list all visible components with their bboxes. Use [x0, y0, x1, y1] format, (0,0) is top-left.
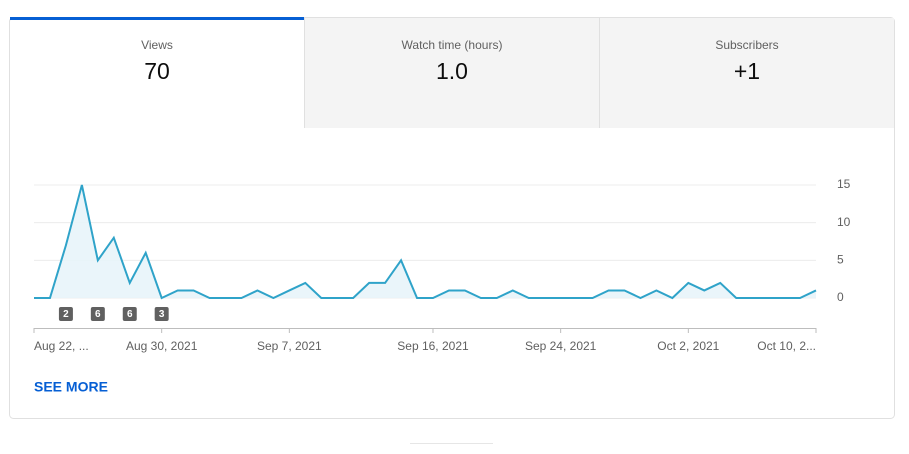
marker-label: 6: [95, 309, 101, 320]
tab-label[interactable]: Watch time (hours): [402, 38, 503, 52]
y-tick-label: 15: [837, 177, 851, 191]
tab-value: +1: [734, 58, 760, 84]
x-tick-label: Aug 30, 2021: [126, 339, 198, 353]
line: [34, 184, 817, 300]
x-tick-label: Oct 2, 2021: [657, 339, 719, 353]
marker-badge: [90, 307, 105, 321]
marker-badge: [58, 307, 73, 321]
x-tick-label: Sep 24, 2021: [525, 339, 597, 353]
y-tick-label: 5: [837, 253, 844, 267]
y-tick-label: 0: [837, 290, 844, 304]
tab-value: 1.0: [436, 58, 468, 84]
marker-label: 2: [63, 309, 69, 320]
marker-label: 3: [159, 309, 165, 320]
active-tab-indicator: [10, 17, 304, 20]
x-tick-label: Aug 22, ...: [34, 339, 89, 353]
chart: 0 5 10 15 Aug 22, ... Aug 30, 2021 Sep 7, 2021…: [33, 177, 851, 353]
x-tick-label: Sep 16, 2021: [397, 339, 469, 353]
x-tick-label: Oct 10, 2...: [757, 339, 816, 353]
tab-bg: [305, 18, 599, 128]
tab-value: 70: [144, 58, 170, 84]
tab-bg: [600, 18, 894, 128]
x-tick-label: Sep 7, 2021: [257, 339, 322, 353]
see-more-link[interactable]: SEE MORE: [34, 379, 108, 395]
marker-label: 6: [127, 309, 133, 320]
area: [34, 185, 816, 298]
marker-badge: [154, 307, 169, 321]
tab-label[interactable]: Views: [141, 38, 173, 52]
tab-label[interactable]: Subscribers: [715, 38, 778, 52]
marker-badge: [122, 307, 137, 321]
y-tick-label: 10: [837, 215, 851, 229]
